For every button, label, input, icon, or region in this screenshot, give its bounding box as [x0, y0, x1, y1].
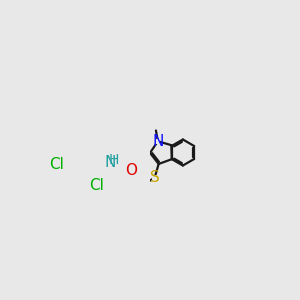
Bar [106, 160, 115, 165]
Text: N: N [152, 134, 164, 149]
Text: H: H [109, 153, 119, 167]
Bar [92, 183, 101, 188]
Text: Cl: Cl [89, 178, 104, 193]
Bar [129, 168, 134, 173]
Bar [152, 175, 157, 180]
Bar [52, 162, 61, 167]
Text: O: O [125, 163, 137, 178]
Text: Cl: Cl [49, 157, 64, 172]
Bar [155, 139, 160, 144]
Text: N: N [104, 155, 116, 170]
Text: S: S [150, 170, 160, 185]
